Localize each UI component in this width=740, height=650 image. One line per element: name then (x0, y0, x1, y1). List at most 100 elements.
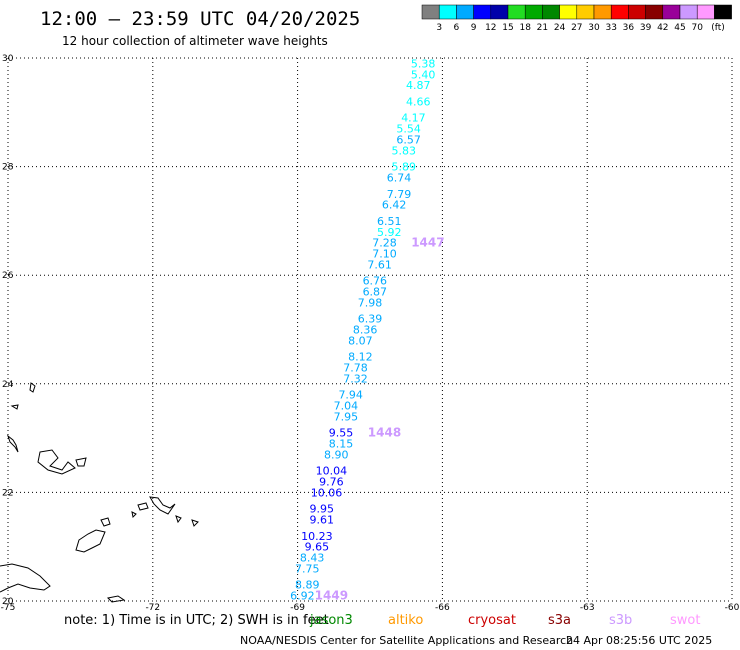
wave-height-point: 5.40 (411, 68, 436, 81)
wave-height-point: 8.07 (348, 334, 373, 347)
wave-height-point: 7.98 (358, 296, 383, 309)
wave-height-point: 6.42 (382, 199, 407, 212)
island-outline (75, 457, 87, 467)
colorbar-swatch (559, 4, 578, 20)
colorbar-swatch (438, 4, 457, 20)
mission-s3a: s3a (548, 613, 572, 628)
x-tick-label: -69 (290, 603, 305, 613)
island-outline (137, 502, 149, 511)
colorbar-swatch (507, 4, 526, 20)
colorbar-label: 12 (485, 23, 496, 33)
mission-s3b: s3b (609, 613, 633, 628)
wave-height-point: 6.87 (363, 285, 388, 298)
colorbar-label: 15 (502, 23, 513, 33)
wave-height-point: 7.79 (387, 188, 412, 201)
island-outline (0, 563, 51, 593)
island-outline (175, 515, 182, 524)
island-outline (75, 529, 106, 553)
colorbar-label: 39 (640, 23, 652, 33)
colorbar-swatch (524, 4, 543, 20)
wave-height-point: 7.04 (334, 400, 359, 413)
colorbar-label: 21 (537, 23, 548, 33)
colorbar-label: 70 (691, 23, 703, 33)
colorbar-label: 3 (436, 23, 442, 33)
coastline (0, 382, 199, 603)
island-outline (37, 449, 76, 475)
x-tick-label: -63 (580, 603, 595, 613)
island-outline (6, 434, 19, 453)
colorbar-swatch (473, 4, 492, 20)
wave-height-point: 7.32 (343, 372, 368, 385)
wave-height-point: 5.38 (411, 57, 436, 70)
wave-height-point: 5.89 (392, 161, 417, 174)
x-tick-label: -75 (1, 603, 16, 613)
wave-height-point: 6.76 (363, 275, 388, 288)
wave-height-point: 6.57 (396, 133, 421, 146)
wave-height-point: 8.89 (295, 579, 320, 592)
wave-height-point: 5.92 (377, 226, 402, 239)
wave-height-point: 4.17 (401, 112, 426, 125)
pass-time-label: 1449 (315, 589, 348, 603)
wave-height-point: 8.12 (348, 351, 373, 364)
colorbar-swatch (714, 4, 732, 20)
mission-altiko: altiko (388, 613, 424, 628)
wave-height-point: 8.36 (353, 324, 378, 337)
wave-height-point: 7.94 (338, 389, 363, 402)
wave-height-point: 10.23 (301, 530, 333, 543)
wave-height-point: 8.15 (329, 438, 354, 451)
x-tick-label: -60 (725, 603, 740, 613)
wave-height-point: 9.65 (305, 541, 330, 554)
colorbar-label: 42 (657, 23, 668, 33)
mission-swot: swot (670, 613, 701, 628)
mission-cryosat: cryosat (468, 613, 516, 628)
y-tick-label: 26 (2, 271, 14, 281)
colorbar-swatch (628, 4, 646, 20)
y-tick-label: 20 (2, 597, 14, 607)
island-outline (131, 511, 137, 519)
wave-height-point: 6.92 (290, 590, 315, 603)
grid (7, 57, 733, 602)
footer-credit: NOAA/NESDIS Center for Satellite Applica… (240, 634, 574, 647)
colorbar-swatch (456, 4, 474, 20)
chart-title: 12:00 — 23:59 UTC 04/20/2025 (40, 8, 361, 30)
pass-time-label: 1448 (368, 426, 401, 440)
colorbar-label: 27 (571, 23, 582, 33)
wave-height-point: 7.10 (372, 247, 397, 260)
colorbar-label: 18 (519, 23, 531, 33)
island-outline (100, 517, 111, 527)
colorbar-swatch (662, 4, 681, 20)
island-outline (106, 595, 126, 603)
note-prefix: note: 1) Time is in UTC; 2) SWH is in fe… (64, 613, 329, 628)
colorbar-label: 6 (454, 23, 460, 33)
wave-height-point: 9.76 (319, 476, 344, 489)
wave-height-point: 10.04 (316, 465, 348, 478)
colorbar-swatch (421, 4, 440, 20)
island-outline (10, 404, 19, 410)
colorbar-swatch (610, 4, 629, 20)
wave-height-point: 9.95 (309, 503, 334, 516)
y-tick-label: 30 (2, 54, 14, 64)
colorbar-swatch (645, 4, 664, 20)
mission-jason3: jason3 (310, 613, 353, 628)
wave-height-point: 5.54 (396, 123, 421, 136)
wave-height-point: 7.78 (343, 362, 368, 375)
colorbar-unit: (ft) (711, 23, 725, 33)
colorbar-swatch (679, 4, 698, 20)
wave-height-labels: 5.385.404.87 4.66 4.175.546.575.83 5.896.74… (290, 57, 444, 602)
wave-height-point: 6.39 (358, 313, 383, 326)
colorbar-swatch (490, 4, 509, 20)
x-tick-label: -66 (435, 603, 450, 613)
wave-height-point: 6.74 (387, 171, 412, 184)
wave-height-point: 4.66 (406, 95, 431, 108)
colorbar-swatch (593, 4, 612, 20)
wave-height-point: 7.75 (295, 562, 320, 575)
wave-height-point: 6.51 (377, 215, 402, 228)
pass-time-label: 1447 (411, 236, 444, 250)
colorbar-swatch (542, 4, 560, 20)
y-tick-label: 22 (2, 488, 13, 498)
wave-height-point: 7.28 (372, 237, 397, 250)
wave-height-point: 7.95 (334, 410, 359, 423)
wave-height-point: 7.61 (367, 258, 392, 271)
colorbar-swatch (576, 4, 595, 20)
